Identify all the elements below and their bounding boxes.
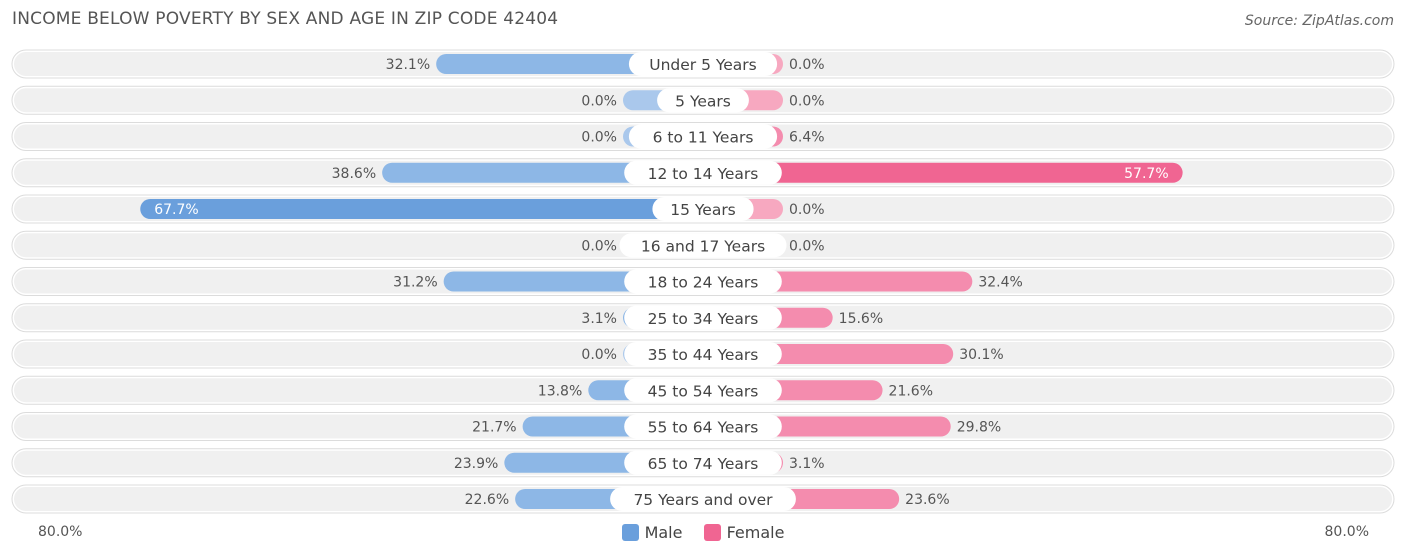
axis-left-label: 80.0% [38,524,83,540]
category-label: 5 Years [675,92,731,110]
male-swatch [621,524,639,541]
category-pill [628,124,778,149]
female-value-label: 30.1% [959,347,1003,363]
category-pill [624,378,782,403]
female-value-label: 57.7% [1124,166,1168,182]
chart-title: INCOME BELOW POVERTY BY SEX AND AGE IN Z… [12,9,559,29]
category-label: 18 to 24 Years [648,274,759,292]
source-label: Source: ZipAtlas.com [1244,13,1394,29]
female-value-label: 6.4% [789,130,825,146]
category-label: 75 Years and over [633,491,773,509]
legend-item-male[interactable]: Male [621,523,683,542]
male-value-label: 13.8% [538,383,582,399]
male-value-label: 0.0% [581,130,617,146]
legend-item-female[interactable]: Female [703,523,785,542]
category-label: 55 to 64 Years [648,419,759,437]
female-value-label: 0.0% [789,93,825,109]
category-label: 45 to 54 Years [648,382,759,400]
female-value-label: 29.8% [957,420,1001,436]
female-value-label: 0.0% [789,238,825,254]
female-value-label: 23.6% [905,492,949,508]
bar-chart: 32.1% 0.0% Under 5 Years 0.0% 0.0% 5 Years 0.0… [11,49,1395,514]
male-value-label: 67.7% [154,202,198,218]
category-label: 15 Years [670,201,736,219]
category-pill [624,269,782,294]
category-label: 25 to 34 Years [648,310,759,328]
legend-male-label: Male [644,523,683,542]
category-pill [624,414,782,439]
male-value-label: 22.6% [465,492,509,508]
legend-female-label: Female [726,523,785,542]
female-value-label: 15.6% [839,311,883,327]
axis-right-label: 80.0% [1324,524,1369,540]
male-value-label: 0.0% [581,93,617,109]
category-label: 35 to 44 Years [648,346,759,364]
male-value-label: 3.1% [581,311,617,327]
male-value-label: 31.2% [393,275,437,291]
male-value-label: 21.7% [472,420,516,436]
category-pill [624,342,782,366]
category-label: 12 to 14 Years [648,165,759,183]
male-value-label: 0.0% [581,347,617,363]
male-value-label: 23.9% [454,456,498,472]
female-value-label: 21.6% [889,383,933,399]
category-pill [624,450,782,475]
female-value-label: 3.1% [789,456,825,472]
category-pill [610,487,796,511]
category-pill [619,233,787,258]
category-pill [657,88,749,113]
female-swatch [703,524,721,541]
male-value-label: 0.0% [581,238,617,254]
male-bar [140,199,703,219]
category-pill [652,197,754,221]
female-value-label: 32.4% [978,275,1022,291]
category-pill [624,160,782,185]
category-label: 16 and 17 Years [641,237,765,255]
legend: Male Female [0,523,1406,545]
female-value-label: 0.0% [789,57,825,73]
female-bar [703,162,1183,183]
female-value-label: 0.0% [789,202,825,218]
male-value-label: 38.6% [332,166,376,182]
category-label: 65 to 74 Years [648,455,759,473]
male-bar [382,162,703,183]
category-pill [624,305,782,330]
category-label: Under 5 Years [649,56,757,74]
category-pill [628,52,778,76]
male-value-label: 32.1% [386,57,430,73]
category-label: 6 to 11 Years [653,129,754,147]
